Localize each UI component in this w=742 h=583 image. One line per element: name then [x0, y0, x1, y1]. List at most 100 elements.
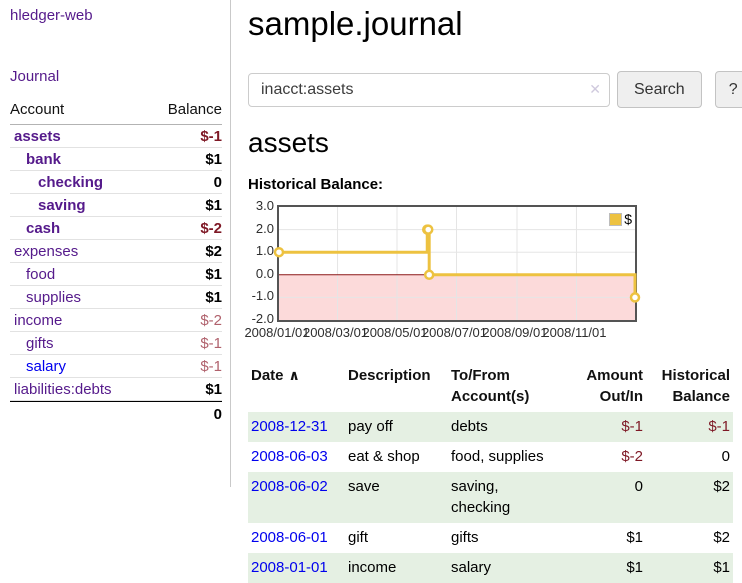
- main-content: sample.journal ✕ Search ? assets Histori…: [231, 0, 742, 583]
- account-link-bank[interactable]: bank: [26, 151, 62, 168]
- clear-search-icon[interactable]: ✕: [589, 80, 601, 97]
- legend-swatch-icon: [609, 212, 623, 226]
- account-link-saving[interactable]: saving: [38, 197, 86, 214]
- transaction-date-link[interactable]: 2008-12-31: [251, 418, 328, 435]
- register-table: Date ∧ Description To/From Account(s) Amo…: [248, 361, 733, 583]
- account-balance: $-1: [200, 335, 222, 352]
- account-balance: $1: [205, 266, 222, 283]
- balance-column-header: Balance: [167, 101, 222, 118]
- search-input[interactable]: [248, 72, 610, 107]
- account-balance: $-2: [200, 312, 222, 329]
- y-axis-tick-label: 1.0: [255, 243, 274, 259]
- y-axis-tick-label: 3.0: [255, 198, 274, 213]
- sidebar: hledger-web Journal Account Balance asse…: [0, 0, 231, 487]
- account-row: saving $1: [10, 194, 222, 217]
- account-balance: $1: [205, 197, 222, 214]
- account-column-header: Account: [10, 101, 65, 118]
- transaction-accounts: debts: [451, 418, 488, 435]
- transaction-balance: $2: [713, 478, 730, 495]
- transaction-amount: 0: [634, 478, 643, 495]
- account-tree-header: Account Balance: [10, 98, 222, 125]
- amount-column-header: Amount Out/In: [586, 367, 643, 405]
- account-link-checking[interactable]: checking: [38, 174, 104, 191]
- search-button[interactable]: Search: [617, 71, 702, 108]
- account-row: food $1: [10, 263, 222, 286]
- account-link-expenses[interactable]: expenses: [14, 243, 79, 260]
- chart-plot: $: [273, 205, 641, 322]
- account-link-liabilities-debts[interactable]: liabilities:debts: [14, 381, 112, 398]
- transaction-amount: $-2: [621, 448, 643, 465]
- y-axis-tick-label: -1.0: [251, 288, 274, 304]
- transaction-description: pay off: [348, 418, 393, 435]
- transaction-balance: $2: [713, 529, 730, 546]
- accounts-column-header: To/From Account(s): [451, 367, 530, 405]
- account-row: gifts $-1: [10, 332, 222, 355]
- x-axis-tick-label: 2008/09/01: [482, 325, 548, 340]
- search-bar: ✕ Search ?: [248, 71, 742, 108]
- table-row: 2008-06-03 eat & shop food, supplies $-2…: [248, 442, 733, 472]
- transaction-amount: $-1: [621, 418, 643, 435]
- account-balance: $-1: [200, 358, 222, 375]
- date-column-header[interactable]: Date ∧: [251, 367, 300, 384]
- search-input-wrapper: ✕: [248, 72, 610, 107]
- x-axis-tick-label: 2008/05/01: [362, 325, 428, 340]
- y-axis-tick-label: 0.0: [255, 265, 274, 281]
- account-row: salary $-1: [10, 355, 222, 378]
- table-row: 2008-06-02 save saving, checking 0 $2: [248, 472, 733, 523]
- transaction-date-link[interactable]: 2008-06-01: [251, 529, 328, 546]
- chart-svg: [273, 207, 641, 320]
- sort-ascending-icon: ∧: [288, 367, 300, 383]
- account-row: income $-2: [10, 309, 222, 332]
- transaction-date-link[interactable]: 2008-01-01: [251, 559, 328, 576]
- y-axis-tick-label: -2.0: [251, 311, 274, 326]
- y-axis-tick-label: 2.0: [255, 220, 274, 236]
- account-link-salary[interactable]: salary: [26, 358, 67, 375]
- account-balance: $1: [205, 151, 222, 168]
- brand-link[interactable]: hledger-web: [10, 7, 93, 24]
- account-link-gifts[interactable]: gifts: [26, 335, 54, 352]
- account-balance: $-1: [200, 128, 222, 145]
- transaction-balance: $-1: [708, 418, 730, 435]
- chart-title: Historical Balance:: [248, 176, 384, 193]
- transaction-description: eat & shop: [348, 448, 420, 465]
- account-link-food[interactable]: food: [26, 266, 56, 283]
- transaction-balance: $1: [713, 559, 730, 576]
- accounts-total-value: 0: [213, 406, 222, 423]
- balance-column-header: Historical Balance: [661, 367, 730, 405]
- help-button[interactable]: ?: [714, 71, 742, 108]
- transaction-description: save: [348, 478, 380, 495]
- register-header-row: Date ∧ Description To/From Account(s) Amo…: [248, 361, 733, 412]
- account-link-supplies[interactable]: supplies: [26, 289, 82, 306]
- transaction-date-link[interactable]: 2008-06-03: [251, 448, 328, 465]
- transaction-date-link[interactable]: 2008-06-02: [251, 478, 328, 495]
- table-row: 2008-12-31 pay off debts $-1 $-1: [248, 412, 733, 442]
- chart-legend: $: [609, 211, 632, 227]
- account-row: liabilities:debts $1: [10, 378, 222, 401]
- x-axis-tick-label: 2008/01/01: [244, 325, 310, 340]
- balance-chart: 3.0 2.0 1.0 0.0 -1.0 -2.0 $ 2008/01/01 2008/03…: [244, 198, 668, 346]
- transaction-description: gift: [348, 529, 369, 546]
- account-row: supplies $1: [10, 286, 222, 309]
- x-axis-tick-label: 2008/03/01: [302, 325, 369, 340]
- account-link-cash[interactable]: cash: [26, 220, 61, 237]
- page-title: sample.journal: [248, 5, 463, 42]
- transaction-amount: $1: [626, 559, 643, 576]
- x-axis-tick-label: 2008/07/01: [421, 325, 488, 340]
- transaction-accounts: gifts: [451, 529, 479, 546]
- transaction-accounts: saving, checking: [451, 478, 511, 516]
- account-link-assets[interactable]: assets: [14, 128, 61, 145]
- account-link-income[interactable]: income: [14, 312, 63, 329]
- transaction-balance: 0: [721, 448, 730, 465]
- account-row: assets $-1: [10, 125, 222, 148]
- table-row: 2008-01-01 income salary $1 $1: [248, 553, 733, 583]
- sidebar-item-journal[interactable]: Journal: [10, 68, 60, 85]
- account-balance: $-2: [200, 220, 222, 237]
- legend-label: $: [624, 211, 632, 227]
- account-balance: 0: [213, 174, 222, 191]
- account-row: cash $-2: [10, 217, 222, 240]
- transaction-accounts: food, supplies: [451, 448, 544, 465]
- x-axis-tick-label: 2008/11/01: [542, 325, 607, 340]
- account-balance: $1: [205, 289, 222, 306]
- account-balance: $1: [205, 381, 222, 398]
